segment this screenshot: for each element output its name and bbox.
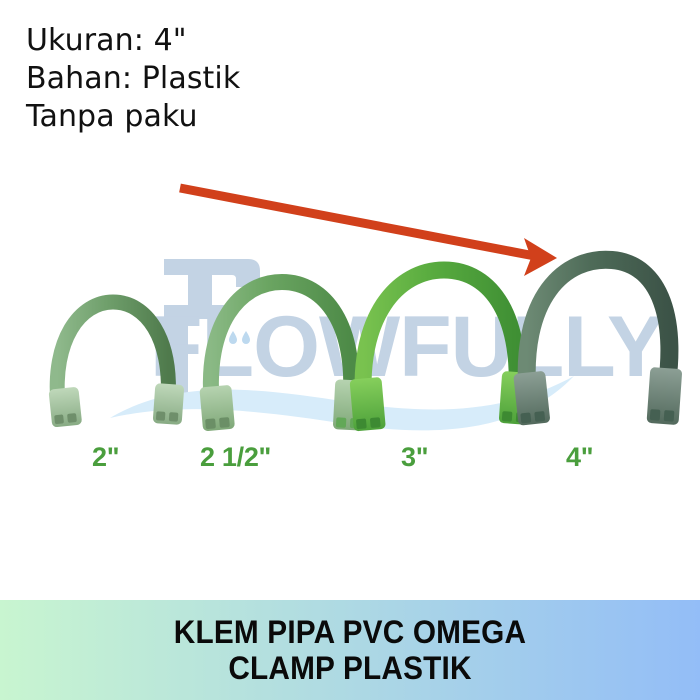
spec-size: Ukuran: 4" <box>26 23 187 58</box>
clamp-2half-in <box>199 273 368 431</box>
size-label-4in: 4" <box>566 442 594 472</box>
clamp-3in <box>349 261 534 432</box>
banner-title-line-2: CLAMP PLASTIK <box>228 650 472 686</box>
product-title-banner: KLEM PIPA PVC OMEGA CLAMP PLASTIK <box>0 600 700 700</box>
product-spec-list: Ukuran: 4" Bahan: Plastik Tanpa paku <box>26 22 240 136</box>
clamp-2in <box>48 294 185 428</box>
size-label-3in: 3" <box>401 442 429 472</box>
spec-material: Bahan: Plastik <box>26 61 241 96</box>
spec-no-nails: Tanpa paku <box>26 99 198 134</box>
clamp-4in <box>513 250 682 426</box>
size-label-2in: 2" <box>92 442 120 472</box>
size-label-2half-in: 2 1/2" <box>200 442 272 472</box>
banner-title-line-1: KLEM PIPA PVC OMEGA <box>173 614 527 650</box>
